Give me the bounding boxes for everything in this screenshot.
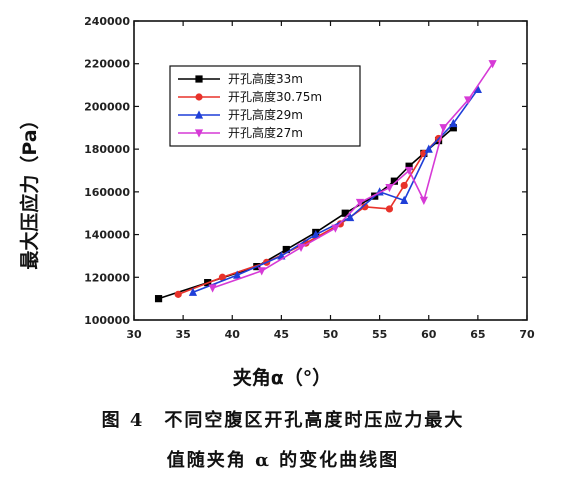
data-point — [311, 229, 320, 239]
data-point — [385, 183, 394, 193]
data-point — [400, 181, 408, 190]
y-tick-label: 100000 — [84, 314, 130, 327]
legend-entry: 开孔高度30.75m — [228, 89, 322, 104]
x-tick-label: 60 — [421, 328, 437, 341]
y-tick-label: 220000 — [84, 58, 130, 71]
data-point — [419, 196, 428, 205]
legend-marker — [195, 93, 203, 101]
data-point — [405, 166, 414, 176]
x-tick-label: 35 — [175, 328, 190, 341]
data-point — [439, 124, 448, 133]
series-1 — [174, 134, 443, 298]
legend: 开孔高度33m 开孔高度30.75m 开孔高度29m 开孔高度27m — [169, 65, 361, 147]
x-tick-label: 70 — [519, 328, 535, 341]
legend-marker — [194, 110, 204, 119]
y-axis-title: 最大压应力（Pa） — [18, 110, 41, 269]
data-point — [154, 295, 163, 303]
data-point — [405, 162, 413, 170]
data-point — [188, 287, 198, 296]
legend-entry: 开孔高度29m — [228, 107, 303, 122]
x-tick-label: 55 — [372, 328, 387, 341]
legend-entry: 开孔高度27m — [228, 125, 303, 140]
data-point — [449, 124, 457, 132]
data-point — [346, 212, 355, 222]
legend-entry: 开孔高度33m — [228, 71, 303, 86]
y-tick-label: 180000 — [84, 143, 130, 156]
y-tick-label: 200000 — [84, 100, 130, 113]
series-line — [177, 137, 440, 296]
series-0 — [154, 124, 457, 303]
legend-marker — [194, 129, 204, 138]
data-point — [233, 270, 242, 279]
data-point — [257, 267, 266, 276]
y-tick-label: 240000 — [84, 15, 130, 28]
data-point — [400, 195, 409, 204]
series-layer — [154, 60, 497, 303]
data-point — [463, 96, 473, 105]
x-tick-label: 30 — [126, 328, 142, 341]
data-point — [208, 284, 217, 293]
x-tick-label: 50 — [323, 328, 339, 341]
figure-caption-line-1: 图 4 不同空腹区开孔高度时压应力最大 — [101, 410, 465, 431]
x-tick-label: 40 — [225, 328, 241, 341]
data-point — [488, 60, 497, 69]
data-point — [355, 198, 365, 208]
y-tick-label: 120000 — [84, 271, 130, 284]
x-tick-label: 65 — [470, 328, 485, 341]
data-point — [385, 205, 394, 213]
legend-marker — [195, 75, 203, 83]
data-point — [218, 273, 227, 281]
data-point — [174, 290, 182, 298]
data-point — [449, 118, 458, 128]
series-3 — [208, 60, 497, 293]
x-axis-label: 夹角α（°） — [233, 366, 332, 389]
axis-ticks: 30 35 40 45 50 55 60 65 70 100000 120000 140000 1600… — [84, 15, 535, 341]
y-tick-label: 140000 — [84, 229, 130, 242]
data-point — [390, 177, 398, 185]
data-point — [361, 203, 369, 211]
data-point — [282, 245, 290, 254]
data-point — [341, 209, 349, 217]
data-point — [331, 224, 340, 233]
y-axis-label: 最大压应力（Pa） — [18, 110, 41, 269]
y-tick-label: 160000 — [84, 186, 130, 199]
data-point — [473, 84, 482, 93]
figure-caption-line-2: 值随夹角 α 的变化曲线图 — [166, 450, 400, 471]
x-tick-label: 45 — [274, 328, 289, 341]
data-point — [296, 243, 306, 252]
data-point — [424, 144, 433, 153]
series-line — [158, 127, 454, 300]
chart: 最大压应力（Pa） 30 35 40 45 50 55 60 65 70 100000 120000… — [18, 15, 535, 389]
